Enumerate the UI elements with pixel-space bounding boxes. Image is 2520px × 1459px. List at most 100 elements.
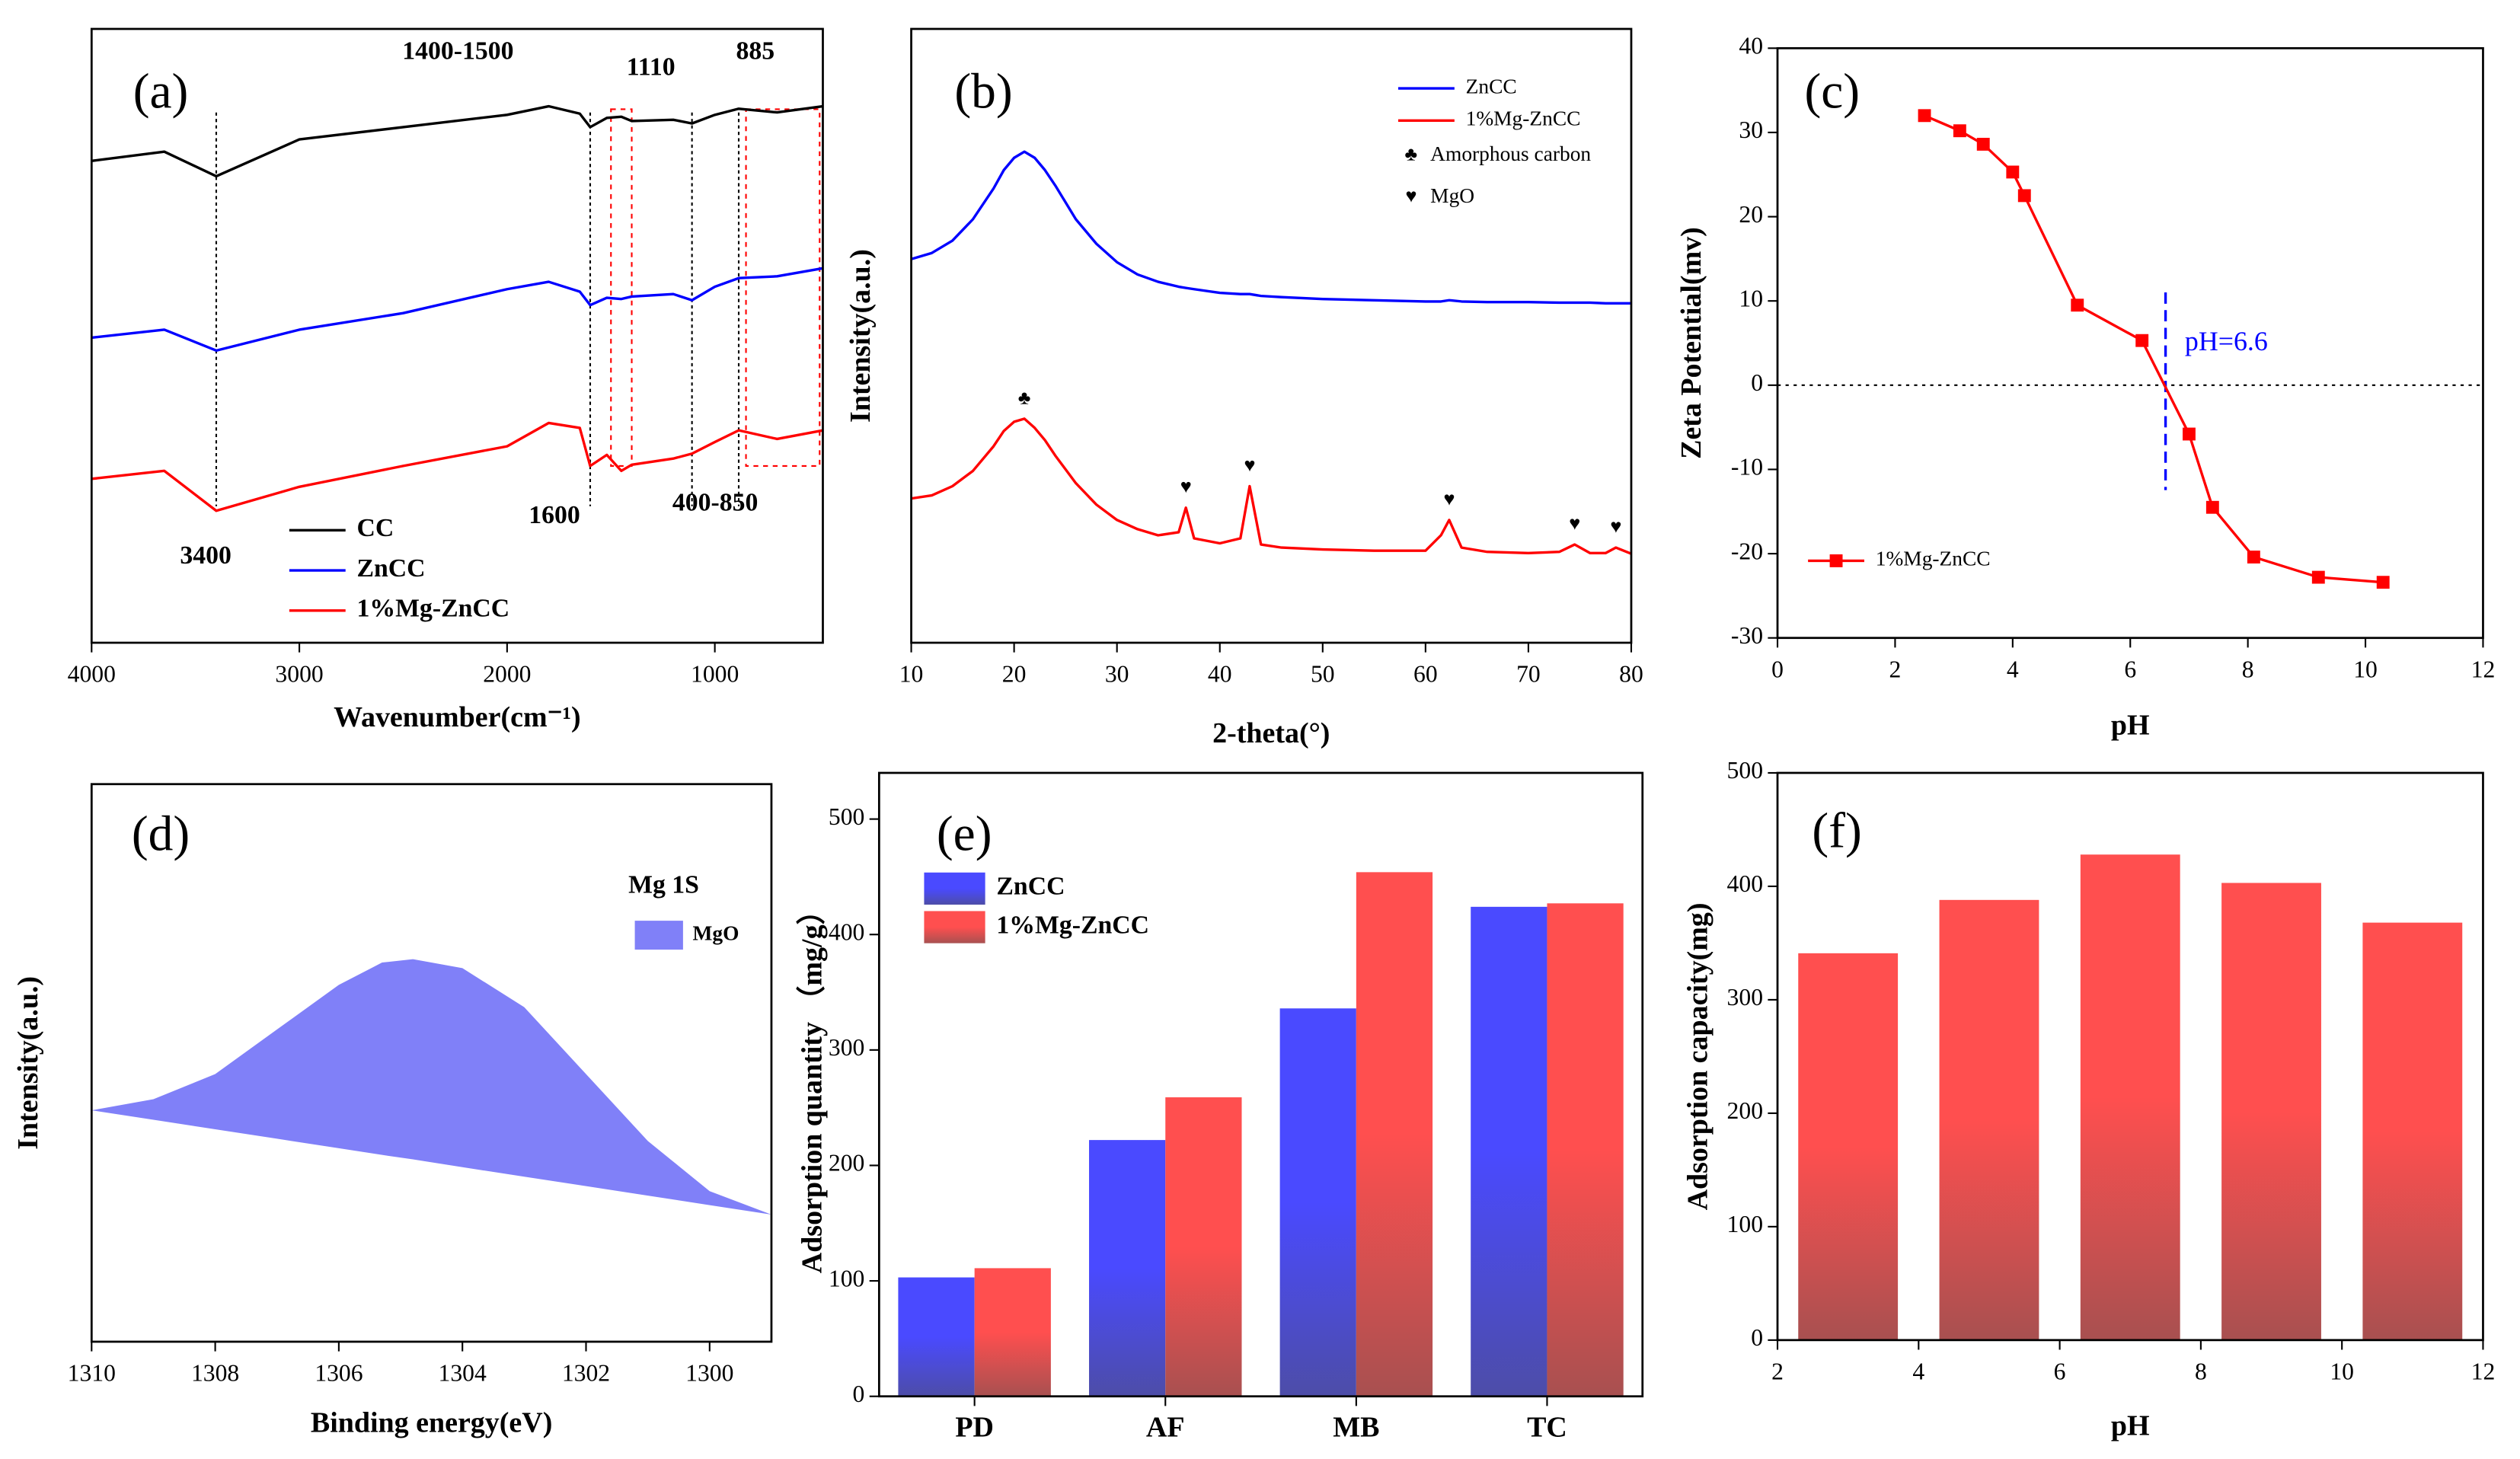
y-tick-label: 300 [1727,984,1763,1010]
data-point [2006,165,2020,179]
data-point [1953,124,1966,138]
bar [974,1268,1051,1397]
legend-label: 1%Mg-ZnCC [1876,548,1991,570]
y-tick-label: 0 [853,1381,865,1407]
plot-frame [1776,771,2484,1342]
x-tick-label: 12 [2471,656,2496,682]
x-tick-label: 12 [2471,1358,2496,1384]
annotation: 1400-1500 [402,37,513,65]
legend-label: 1%Mg-ZnCC [356,595,509,623]
x-tick-label: 1302 [562,1360,610,1387]
x-tick-label: 50 [1311,661,1335,688]
panel-label: (d) [132,807,190,862]
y-tick-label: -10 [1731,454,1763,480]
y-tick-label: 30 [1739,117,1763,143]
area [91,959,771,1215]
legend-swatch [924,911,985,943]
peak-symbol: ♥ [1244,455,1255,476]
x-tick-label: 60 [1413,661,1438,688]
data-point [1918,109,1931,123]
legend-symbol: ♥ [1405,185,1417,206]
x-tick-label: 40 [1208,661,1232,688]
x-tick-label: PD [955,1412,994,1444]
legend-label: ZnCC [356,554,425,583]
bar [1089,1140,1166,1397]
plot-frame [877,771,1644,1398]
range-box [745,108,821,467]
bar [1279,1008,1356,1397]
bar [2221,883,2321,1340]
x-tick-label: AF [1146,1412,1185,1444]
x-tick-label: 1306 [315,1360,363,1387]
y-tick-label: 100 [1727,1211,1763,1237]
y-tick-label: -30 [1731,622,1763,649]
x-tick-label: 8 [2195,1358,2207,1384]
y-tick-label: 0 [1751,369,1763,396]
data-line [1924,114,2384,584]
plot-frame [90,27,824,644]
legend-label: MgO [693,921,739,944]
ref-label: pH=6.6 [2185,326,2268,356]
x-tick-label: 1000 [691,661,739,688]
x-tick-label: 80 [1619,661,1643,688]
annotation: 400-850 [672,488,759,516]
peak-symbol: ♥ [1443,488,1455,509]
y-tick-label: 500 [829,803,864,830]
legend-label: ZnCC [996,873,1065,901]
annotation: 885 [736,37,775,65]
panel-label: (e) [937,807,992,862]
y-tick-label: 400 [829,919,864,946]
bar [1356,872,1433,1397]
data-point [2017,189,2031,203]
data-line [91,421,823,512]
x-tick-label: 0 [1771,656,1784,682]
data-point [2205,500,2219,514]
plot-frame [1776,46,2484,640]
peak-symbol: ♥ [1610,516,1621,538]
legend-marker [1829,554,1843,567]
y-axis-label: Intensity(a.u.) [12,976,44,1150]
y-tick-label: 40 [1739,33,1763,59]
legend-label: ZnCC [1466,75,1517,97]
bar [1547,903,1624,1397]
data-point [1976,137,1990,151]
y-tick-label: 300 [829,1034,864,1061]
data-point [2376,576,2390,589]
legend-symbol: ♣ [1405,143,1418,164]
x-axis-label: pH [2111,1410,2150,1442]
peak-symbol: ♥ [1569,513,1580,535]
legend-swatch [924,872,985,905]
y-axis-label: Intensity(a.u.) [845,249,877,423]
data-point [2183,427,2196,441]
panel-label: (c) [1804,65,1860,120]
annotation: 3400 [180,541,232,570]
x-tick-label: 1310 [68,1360,116,1387]
x-axis-label: pH [2111,710,2150,742]
plot-frame [910,27,1633,644]
bar [2080,854,2180,1340]
legend-label: CC [356,514,394,542]
x-tick-label: 20 [1002,661,1027,688]
data-point [2071,299,2084,312]
data-line [911,417,1632,555]
x-tick-label: 2 [1771,1358,1784,1384]
x-tick-label: 8 [2242,656,2254,682]
y-tick-label: -20 [1731,538,1763,564]
x-tick-label: 2000 [483,661,531,688]
data-point [2247,551,2260,563]
bar [2362,922,2463,1340]
bar [1798,953,1899,1340]
x-tick-label: MB [1333,1412,1379,1444]
x-tick-label: 10 [2353,656,2378,682]
bar [1939,899,2039,1340]
annotation: 1110 [627,53,676,81]
x-tick-label: 3000 [275,661,323,688]
panel-label: (a) [133,65,189,120]
x-axis-label: 2-theta(°) [1212,717,1330,749]
legend-swatch [634,921,683,950]
x-tick-label: 1300 [685,1360,733,1387]
x-tick-label: 4 [2007,656,2019,682]
x-tick-label: 4 [1912,1358,1924,1384]
peak-symbol: ♣ [1018,387,1031,408]
